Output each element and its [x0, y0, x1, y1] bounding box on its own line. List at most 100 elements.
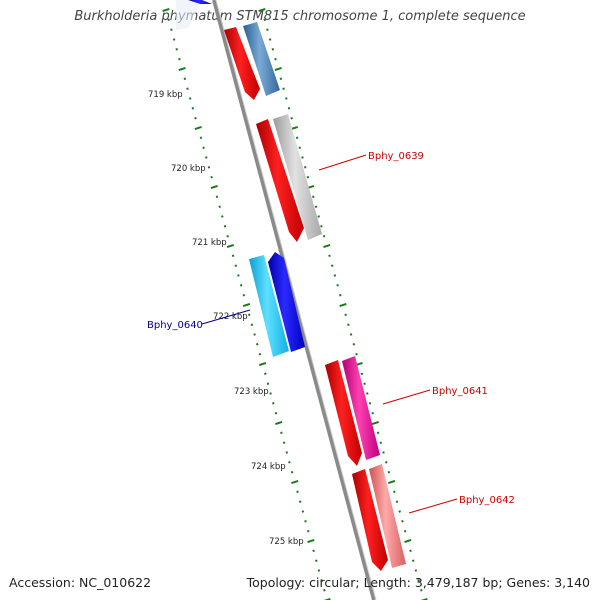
left-ruler-major-tick — [162, 7, 170, 13]
left-ruler-major-tick — [210, 184, 218, 190]
right-ruler-minor-tick — [395, 500, 399, 503]
left-ruler-minor-tick — [226, 234, 229, 238]
left-ruler-minor-tick — [312, 549, 315, 553]
left-ruler-minor-tick — [304, 520, 307, 523]
right-ruler-minor-tick — [301, 156, 304, 159]
right-ruler-minor-tick — [336, 284, 339, 287]
left-ruler-minor-tick — [183, 77, 187, 81]
left-ruler-minor-tick — [274, 411, 278, 415]
left-ruler-major-tick — [226, 243, 235, 249]
right-ruler-minor-tick — [347, 323, 350, 326]
right-ruler-minor-tick — [371, 411, 374, 415]
right-ruler-minor-tick — [379, 441, 383, 444]
right-ruler-minor-tick — [322, 234, 326, 238]
right-ruler-minor-tick — [387, 470, 391, 474]
kbp-label-725: 725 kbp — [269, 537, 304, 547]
right-ruler-minor-tick — [352, 343, 356, 346]
gene-label-bphy-0640[interactable]: Bphy_0640 — [147, 320, 203, 331]
left-ruler-minor-tick — [306, 529, 310, 533]
right-ruler-minor-tick — [414, 569, 418, 572]
kbp-label-724: 724 kbp — [251, 462, 286, 472]
right-ruler-minor-tick — [287, 107, 291, 110]
right-ruler-minor-tick — [295, 136, 299, 140]
left-ruler-minor-tick — [221, 215, 224, 218]
left-ruler-minor-tick — [223, 225, 227, 228]
left-ruler-minor-tick — [188, 97, 192, 100]
right-ruler-minor-tick — [320, 225, 323, 228]
genome-backbone — [212, 0, 376, 600]
left-ruler-minor-tick — [202, 146, 205, 149]
right-ruler-minor-tick — [409, 549, 412, 553]
left-ruler-minor-tick — [315, 559, 318, 562]
left-ruler-minor-tick — [234, 264, 238, 267]
gene-arrow-red-4[interactable] — [352, 469, 388, 571]
left-ruler-minor-tick — [178, 57, 181, 61]
right-ruler-major-tick — [371, 420, 380, 426]
left-ruler-minor-tick — [207, 166, 211, 169]
right-ruler-minor-tick — [363, 382, 366, 385]
gene-arrow-bphy-0639[interactable] — [273, 114, 322, 240]
left-ruler-minor-tick — [253, 333, 256, 336]
right-ruler-major-tick — [258, 7, 266, 13]
left-ruler-minor-tick — [172, 38, 176, 41]
left-ruler-minor-tick — [210, 175, 213, 179]
right-ruler-minor-tick — [411, 559, 415, 562]
right-ruler-minor-tick — [266, 28, 269, 31]
left-ruler-minor-tick — [239, 284, 243, 287]
left-ruler — [162, 7, 331, 600]
gene-arrow-bphy-0642[interactable] — [369, 464, 406, 568]
left-ruler-minor-tick — [290, 470, 294, 474]
kbp-label-721: 721 kbp — [192, 238, 227, 248]
right-ruler-minor-tick — [330, 264, 334, 267]
right-ruler-minor-tick — [384, 461, 388, 464]
right-ruler-major-tick — [274, 66, 282, 72]
left-ruler-minor-tick — [269, 392, 272, 395]
gene-arrow-partial-blue[interactable] — [188, 0, 212, 4]
kbp-label-720: 720 kbp — [171, 164, 206, 174]
right-ruler-minor-tick — [306, 175, 310, 179]
left-ruler-minor-tick — [242, 293, 246, 297]
right-ruler-minor-tick — [355, 352, 358, 356]
gene-arrow-bphy-0640[interactable] — [268, 252, 305, 352]
right-ruler-minor-tick — [312, 195, 315, 199]
gene-label-bphy-0641[interactable]: Bphy_0641 — [432, 386, 488, 397]
right-ruler-minor-tick — [417, 579, 420, 582]
left-ruler-minor-tick — [317, 569, 321, 572]
kbp-label-719: 719 kbp — [148, 90, 183, 100]
right-ruler-minor-tick — [382, 451, 385, 454]
gene-label-bphy-0639[interactable]: Bphy_0639 — [368, 151, 424, 162]
gene-arrow-cyan[interactable] — [249, 255, 289, 357]
left-ruler-minor-tick — [205, 156, 208, 159]
left-ruler-major-tick — [178, 66, 186, 72]
left-ruler-minor-tick — [170, 28, 173, 31]
gene-arrow-red-1[interactable] — [224, 27, 260, 100]
left-ruler-minor-tick — [191, 107, 195, 110]
right-ruler-minor-tick — [303, 166, 307, 169]
left-ruler-minor-tick — [272, 402, 275, 405]
left-ruler-minor-tick — [323, 588, 326, 592]
left-ruler-minor-tick — [194, 116, 197, 120]
right-ruler-minor-tick — [290, 116, 293, 120]
callout-line-bphy-0640 — [201, 309, 251, 325]
right-ruler-major-tick — [420, 597, 428, 600]
left-ruler-minor-tick — [186, 87, 189, 90]
right-ruler-minor-tick — [282, 87, 285, 90]
right-ruler-minor-tick — [328, 254, 331, 258]
gene-label-bphy-0642[interactable]: Bphy_0642 — [459, 495, 515, 506]
gene-arrow-red-3[interactable] — [325, 360, 362, 466]
left-ruler-minor-tick — [296, 490, 299, 494]
left-ruler-major-tick — [323, 597, 331, 600]
left-ruler-minor-tick — [199, 136, 203, 140]
kbp-label-723: 723 kbp — [234, 387, 269, 397]
gene-arrow-steelblue[interactable] — [243, 22, 280, 96]
right-ruler-minor-tick — [393, 490, 396, 494]
gene-arrow-red-2[interactable] — [256, 119, 304, 242]
right-ruler-minor-tick — [279, 77, 283, 81]
left-ruler-minor-tick — [298, 500, 302, 503]
left-ruler-major-tick — [291, 479, 299, 485]
right-ruler-minor-tick — [339, 293, 342, 297]
left-ruler-minor-tick — [266, 382, 270, 385]
left-ruler-minor-tick — [237, 274, 240, 277]
gene-arrow-bphy-0641[interactable] — [342, 356, 380, 460]
right-ruler-major-tick — [387, 479, 396, 485]
